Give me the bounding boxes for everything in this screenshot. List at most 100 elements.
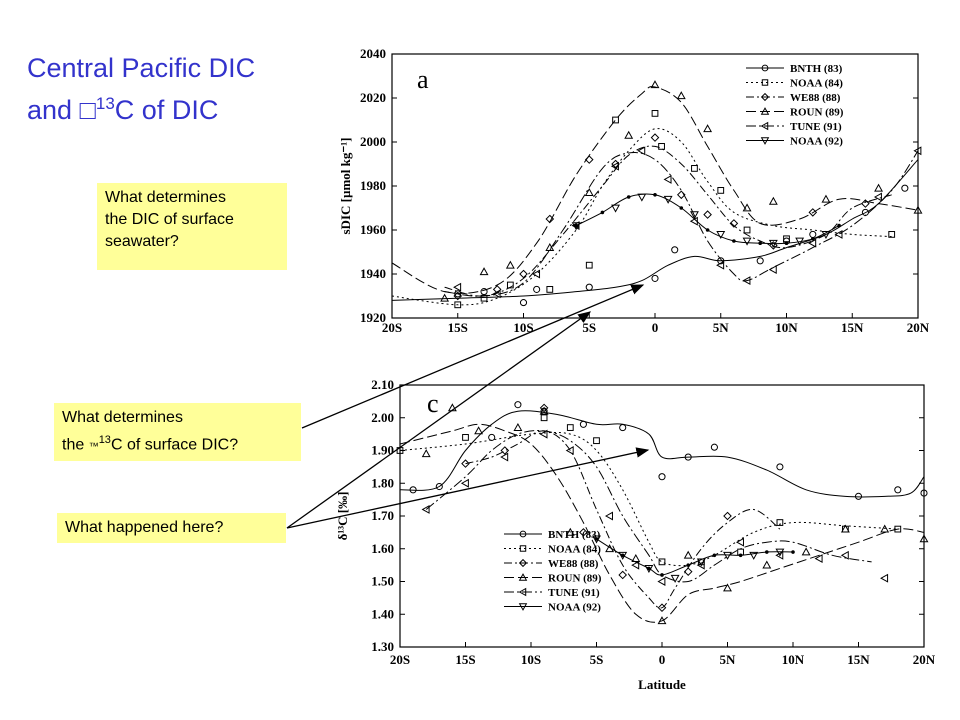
data-point [566,424,574,431]
data-point [624,130,634,139]
data-point [540,414,548,422]
data-point [735,537,744,547]
series-dot [784,241,789,245]
data-point [671,246,679,254]
data-point [716,260,725,270]
data-point [691,165,698,172]
data-point [514,401,522,409]
series-dot [811,237,815,241]
series-dot [712,553,717,558]
data-point [749,551,759,560]
data-point [658,473,666,481]
data-point [533,285,541,293]
data-point [834,229,843,239]
data-point [684,453,692,461]
data-point [775,550,784,560]
legend-entry: ROUN (89) [548,573,602,585]
y-tick-label: 2.10 [371,377,394,392]
y-tick-label: 1.40 [371,606,394,621]
x-tick-label: 20N [907,320,930,335]
data-point [506,281,514,289]
data-point [631,560,640,570]
y-tick-label: 1.50 [371,574,394,589]
data-point [461,459,470,468]
series-dot [660,573,664,577]
data-point [683,567,693,576]
x-tick-label: 5N [713,320,730,335]
y-tick-label: 1.70 [371,508,394,523]
d13c-glyph: ™ [88,441,99,453]
data-point [619,424,627,432]
data-point [440,293,450,302]
data-point [565,527,575,536]
data-point [435,482,443,491]
data-point [717,187,725,194]
data-point [901,184,909,192]
data-point [696,560,705,570]
data-point [743,226,751,234]
note-dic-line2: the DIC of surface [105,211,234,228]
data-point [610,161,619,171]
x-tick-label: 10S [521,652,541,667]
series-6 [571,193,841,248]
x-tick-label: 15N [841,320,864,335]
series-dot [594,537,599,541]
y-tick-label: 1940 [360,266,386,281]
series-line [391,159,919,301]
data-point [474,426,484,435]
series-3 [461,403,781,613]
note-d13c-question: What determines the ™13C of surface DIC? [54,403,301,461]
slide-title-line2: and □13C of DIC [27,86,255,128]
data-point [723,583,732,592]
data-point [683,550,693,559]
d13c-post: C of surface DIC? [110,436,239,454]
data-point [762,560,772,569]
data-point [453,282,462,292]
d13c-sup: 13 [98,434,111,446]
data-point [657,577,666,586]
y-tick-label: 2020 [360,90,386,105]
d13c-pre: the [62,436,89,454]
data-point [801,547,811,556]
data-point [584,187,594,196]
data-point [723,551,732,560]
series-dot [732,239,736,243]
series-line [391,128,892,306]
panel-label: c [427,389,439,418]
legend-marker [519,545,527,552]
series-dot [791,550,795,554]
series-dot [620,553,625,558]
data-point [808,238,817,248]
data-point [460,478,469,488]
slide-title: Central Pacific DIC and □13C of DIC [27,50,255,128]
legend-marker [518,587,527,597]
legend-entry: ROUN (89) [790,107,844,119]
x-tick-label: 5S [590,652,604,667]
data-point [809,230,817,238]
data-point [657,603,667,613]
legend-entry: NOAA (92) [790,136,843,148]
series-2 [396,414,902,567]
series-dot [765,550,769,554]
series-dot [837,223,841,228]
data-point [637,146,646,156]
data-point [768,239,778,248]
slide-title-line1: Central Pacific DIC [27,53,256,83]
x-tick-label: 15N [847,652,870,667]
data-point [658,558,666,566]
legend-marker [761,79,769,86]
data-point [505,260,515,269]
y-tick-label: 1.90 [371,443,394,458]
data-point [546,286,554,293]
series-dot [738,553,743,558]
note-dic-line3: seawater? [105,233,179,250]
legend-entry: TUNE (91) [548,587,600,599]
data-point [611,204,620,213]
series-line [444,150,919,297]
data-point [539,403,549,413]
series-line [391,86,919,294]
series-line [399,431,898,567]
x-tick-label: 5N [720,652,737,667]
data-point [500,446,510,455]
